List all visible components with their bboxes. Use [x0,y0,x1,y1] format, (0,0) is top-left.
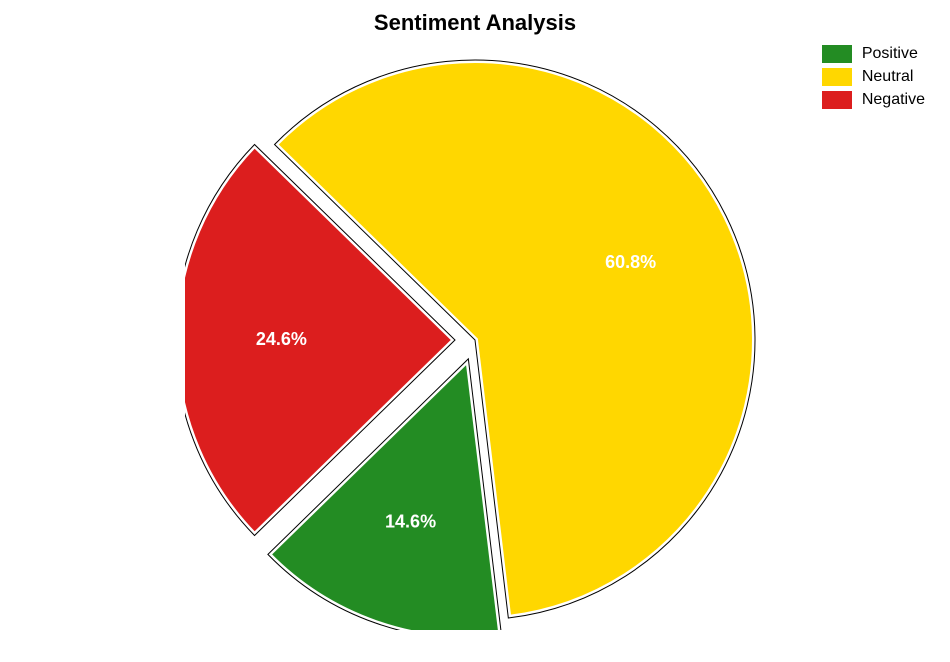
legend-item-negative: Negative [822,91,925,109]
legend-swatch-negative [822,91,852,109]
legend-label-neutral: Neutral [862,68,914,86]
chart-title: Sentiment Analysis [374,10,576,36]
chart-legend: Positive Neutral Negative [822,45,925,109]
pie-chart-svg: 24.6% 60.8% 14.6% [185,50,765,630]
pie-label-neutral: 60.8% [605,252,656,272]
legend-label-positive: Positive [862,45,918,63]
legend-swatch-positive [822,45,852,63]
legend-label-negative: Negative [862,91,925,109]
legend-item-positive: Positive [822,45,925,63]
pie-label-positive: 14.6% [385,511,436,531]
legend-item-neutral: Neutral [822,68,925,86]
pie-label-negative: 24.6% [256,329,307,349]
legend-swatch-neutral [822,68,852,86]
pie-chart-container: 24.6% 60.8% 14.6% [185,50,765,630]
